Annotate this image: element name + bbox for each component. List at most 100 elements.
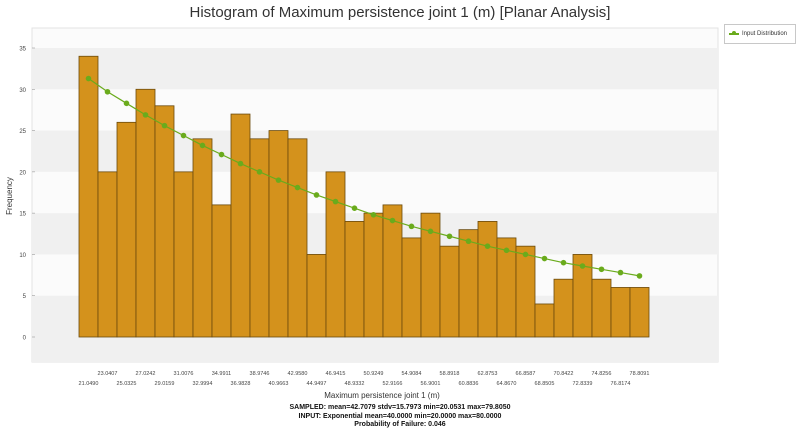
x-tick-label: 31.0076 xyxy=(174,371,194,377)
y-tick-label: 25 xyxy=(19,129,26,135)
histogram-bars xyxy=(78,55,650,338)
histogram-bar xyxy=(325,171,346,338)
histogram-bar xyxy=(477,220,498,338)
input-distribution-point xyxy=(332,198,339,205)
sampled-stats: SAMPLED: mean=42.7079 stdv=15.7973 min=2… xyxy=(289,404,511,411)
histogram-bar xyxy=(154,105,175,338)
input-distribution-point xyxy=(541,255,548,262)
y-tick-label: 0 xyxy=(23,336,27,342)
input-distribution-point xyxy=(256,169,263,175)
probability-of-failure: Probability of Failure: 0.046 xyxy=(354,421,446,428)
x-tick-label: 42.9580 xyxy=(288,371,308,377)
input-distribution-point xyxy=(313,192,320,198)
input-distribution-point xyxy=(503,247,510,254)
input-distribution-point xyxy=(104,88,111,95)
input-stats: INPUT: Exponential mean=40.0000 min=20.0… xyxy=(298,412,502,420)
histogram-bar xyxy=(591,278,612,338)
x-tick-label: 27.0242 xyxy=(136,371,156,377)
x-tick-label: 74.8256 xyxy=(592,371,612,377)
x-tick-label: 56.9001 xyxy=(421,381,441,387)
input-distribution-point xyxy=(218,151,225,158)
histogram-bar xyxy=(268,130,289,338)
legend[interactable]: Input Distribution xyxy=(724,24,796,44)
y-tick-label: 35 xyxy=(19,47,26,53)
histogram-bar xyxy=(458,229,479,338)
x-tick-label: 60.8836 xyxy=(459,381,479,387)
histogram-bar xyxy=(135,88,156,338)
x-tick-label: 50.9249 xyxy=(364,371,384,377)
histogram-bar xyxy=(173,171,194,338)
x-tick-label: 62.8753 xyxy=(478,371,498,377)
histogram-bar xyxy=(534,303,555,338)
x-tick-label: 40.9663 xyxy=(269,381,289,387)
histogram-bar xyxy=(78,55,99,338)
x-tick-label: 70.8422 xyxy=(554,371,574,377)
legend-label: Input Distribution xyxy=(742,31,788,37)
x-tick-label: 46.9415 xyxy=(326,371,346,377)
x-tick-label: 38.9746 xyxy=(250,371,270,377)
input-distribution-point xyxy=(579,263,586,269)
histogram-bar xyxy=(610,287,631,338)
input-distribution-point xyxy=(560,259,567,266)
histogram-bar xyxy=(211,204,232,338)
x-tick-label: 36.9828 xyxy=(231,381,251,387)
input-distribution-line xyxy=(88,78,640,277)
legend-line-icon xyxy=(729,30,739,38)
histogram-bar xyxy=(97,171,118,338)
x-tick-label: 78.8091 xyxy=(630,371,650,377)
input-distribution-point xyxy=(389,217,396,224)
input-distribution-point xyxy=(617,269,624,276)
x-tick-label: 64.8670 xyxy=(497,381,517,387)
chart-title: Histogram of Maximum persistence joint 1… xyxy=(189,4,611,21)
histogram-bar xyxy=(629,287,650,338)
input-distribution-point xyxy=(123,100,130,107)
x-tick-label: 44.9497 xyxy=(307,381,327,387)
x-tick-label: 52.9166 xyxy=(383,381,403,387)
y-axis-label: Frequency xyxy=(5,177,14,215)
x-tick-label: 68.8505 xyxy=(535,381,555,387)
input-distribution-point xyxy=(408,223,415,230)
x-tick-label: 58.8918 xyxy=(440,371,460,377)
x-tick-label: 29.0159 xyxy=(155,381,175,387)
x-tick-label: 21.0490 xyxy=(79,381,99,387)
x-tick-label: 32.9994 xyxy=(193,381,213,387)
input-distribution-point xyxy=(85,75,92,82)
histogram-bar xyxy=(116,121,137,338)
input-distribution-point xyxy=(465,238,472,245)
input-distribution-point xyxy=(275,177,282,183)
input-distribution-point xyxy=(351,205,358,211)
x-tick-label: 23.0407 xyxy=(98,371,118,377)
histogram-bar xyxy=(306,254,327,338)
x-axis-label: Maximum persistence joint 1 (m) xyxy=(324,391,440,400)
histogram-bar xyxy=(401,237,422,338)
x-tick-label: 54.9084 xyxy=(402,371,422,377)
y-tick-label: 10 xyxy=(19,253,26,259)
histogram-bar xyxy=(230,113,251,338)
input-distribution-point xyxy=(598,266,605,273)
x-tick-label: 48.9332 xyxy=(345,381,365,387)
input-distribution-point xyxy=(522,251,529,258)
input-distribution-point xyxy=(161,122,168,129)
input-distribution-point xyxy=(446,233,453,240)
input-distribution-point xyxy=(427,228,434,235)
input-distribution-series xyxy=(85,75,643,279)
input-distribution-point xyxy=(199,142,206,149)
statistics-summary: SAMPLED: mean=42.7079 stdv=15.7973 min=2… xyxy=(0,404,800,430)
input-distribution-point xyxy=(237,160,244,167)
histogram-bar xyxy=(192,138,213,338)
x-tick-label: 34.9911 xyxy=(212,371,231,377)
input-distribution-point xyxy=(142,112,149,118)
grid-band xyxy=(32,48,718,90)
histogram-bar xyxy=(439,245,460,338)
histogram-bar xyxy=(287,138,308,338)
input-distribution-point xyxy=(370,211,377,218)
x-axis: 21.0490 23.0407 25.0325 27.0242 29.0159 31.00… xyxy=(79,371,650,387)
x-tick-label: 66.8587 xyxy=(516,371,536,377)
histogram-bar xyxy=(515,245,536,338)
y-tick-label: 30 xyxy=(19,88,26,94)
y-tick-label: 20 xyxy=(19,170,26,176)
histogram-bar xyxy=(382,204,403,338)
histogram-bar xyxy=(553,278,574,338)
histogram-bar xyxy=(344,220,365,338)
